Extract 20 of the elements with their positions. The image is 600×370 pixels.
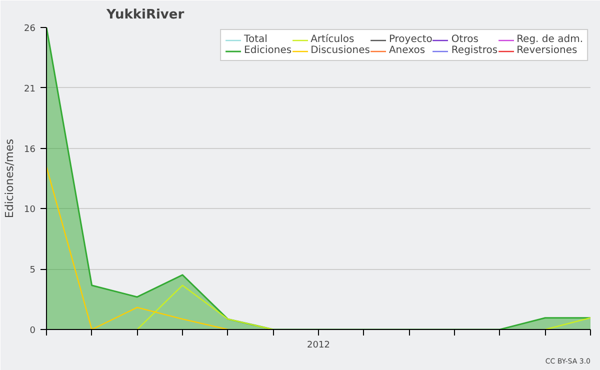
legend-label: Total [244, 34, 268, 45]
chart-title: YukkiRiver [106, 8, 185, 22]
y-tick-label: 16 [24, 144, 36, 155]
legend-label: Proyecto [388, 34, 432, 45]
y-tick-label: 0 [30, 326, 36, 336]
legend-label: Reg. de adm. [516, 34, 583, 45]
legend-label: Ediciones [244, 45, 292, 56]
y-tick-label: 21 [24, 84, 36, 94]
legend-label: Discusiones [310, 45, 370, 56]
y-tick-label: 10 [24, 205, 36, 216]
y-tick-label: 5 [30, 266, 36, 276]
y-axis-title: Ediciones/mes [3, 138, 16, 218]
line-series [46, 166, 228, 330]
y-tick-label: 26 [24, 24, 36, 34]
legend-label: Otros [451, 34, 478, 45]
legend-label: Anexos [388, 45, 426, 56]
legend-label: Registros [451, 45, 498, 56]
legend-label: Artículos [310, 34, 354, 45]
legend-label: Reversiones [516, 45, 578, 56]
x-tick-label: 2012 [307, 340, 330, 350]
